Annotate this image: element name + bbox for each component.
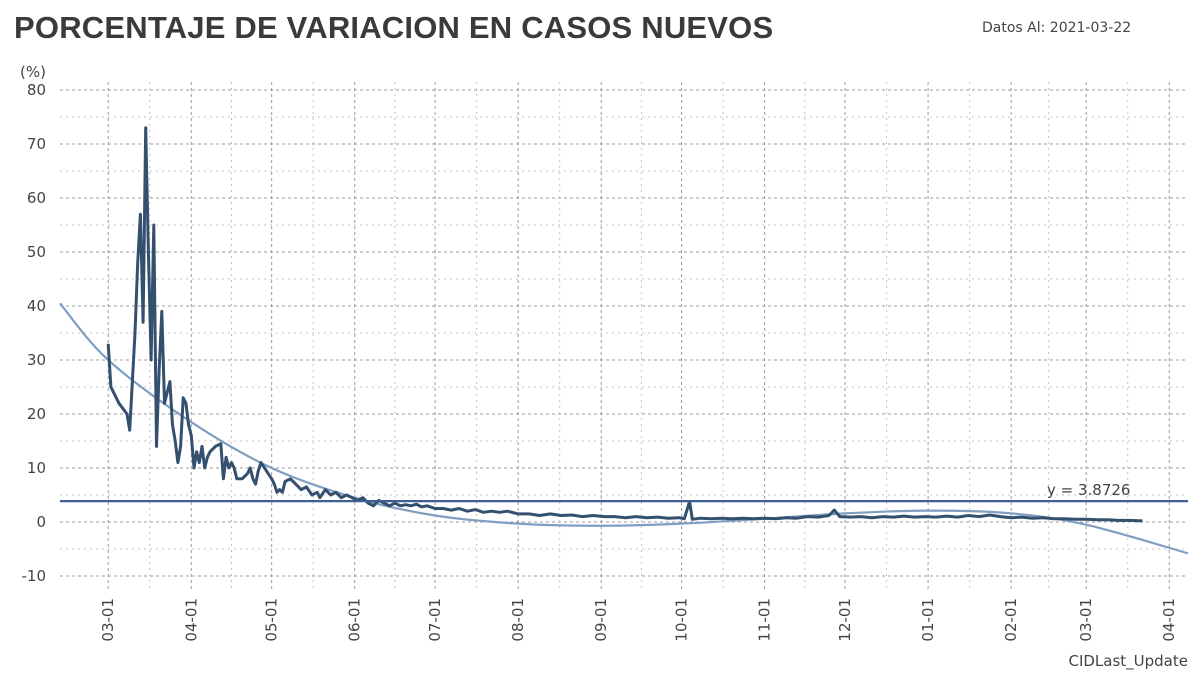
y-tick-label: 0	[36, 513, 46, 531]
x-tick-label: 11-01	[756, 598, 774, 642]
y-tick-label: 30	[27, 351, 46, 369]
x-tick-label: 02-01	[1002, 598, 1020, 642]
y-axis: -10 0 10 20 30 40 50 60 70 80	[22, 81, 47, 585]
y-tick-label: 20	[27, 405, 46, 423]
x-tick-label: 10-01	[673, 598, 691, 642]
page-title: PORCENTAJE DE VARIACION EN CASOS NUEVOS	[14, 10, 774, 45]
y-tick-label: 40	[27, 297, 46, 315]
grid-lines	[60, 82, 1188, 590]
x-tick-label: 07-01	[426, 598, 444, 642]
x-tick-label: 03-01	[1077, 598, 1095, 642]
y-tick-label: 50	[27, 243, 46, 261]
trend-line	[59, 302, 1189, 555]
trend-line-layer	[59, 302, 1189, 555]
data-date-value: 2021-03-22	[1049, 20, 1132, 36]
x-tick-label: 05-01	[263, 598, 281, 642]
y-tick-label: 80	[27, 81, 46, 99]
series-line	[106, 126, 1143, 523]
y-tick-label: 60	[27, 189, 46, 207]
series-layer	[106, 126, 1143, 523]
x-tick-label: 01-01	[919, 598, 937, 642]
data-date-stamp: Datos Al: 2021-03-22	[982, 20, 1131, 36]
x-tick-label: 12-01	[836, 598, 854, 642]
x-tick-label: 08-01	[509, 598, 527, 642]
x-tick-label: 03-01	[99, 598, 117, 642]
data-date-label: Datos Al:	[982, 20, 1046, 36]
y-tick-label: -10	[22, 567, 47, 585]
x-tick-label: 09-01	[592, 598, 610, 642]
x-axis-label: CIDLast_Update	[1068, 652, 1188, 671]
y-axis-label: (%)	[20, 63, 46, 81]
x-tick-label: 06-01	[346, 598, 364, 642]
reference-line-layer: y = 3.8726	[60, 481, 1188, 503]
y-tick-label: 70	[27, 135, 46, 153]
x-tick-label: 04-01	[1160, 598, 1178, 642]
reference-line-label: y = 3.8726	[1047, 481, 1130, 499]
x-axis: 03-01 04-01 05-01 06-01 07-01 08-01 09-01 10-01…	[99, 598, 1178, 642]
x-tick-label: 04-01	[182, 598, 200, 642]
y-tick-label: 10	[27, 459, 46, 477]
